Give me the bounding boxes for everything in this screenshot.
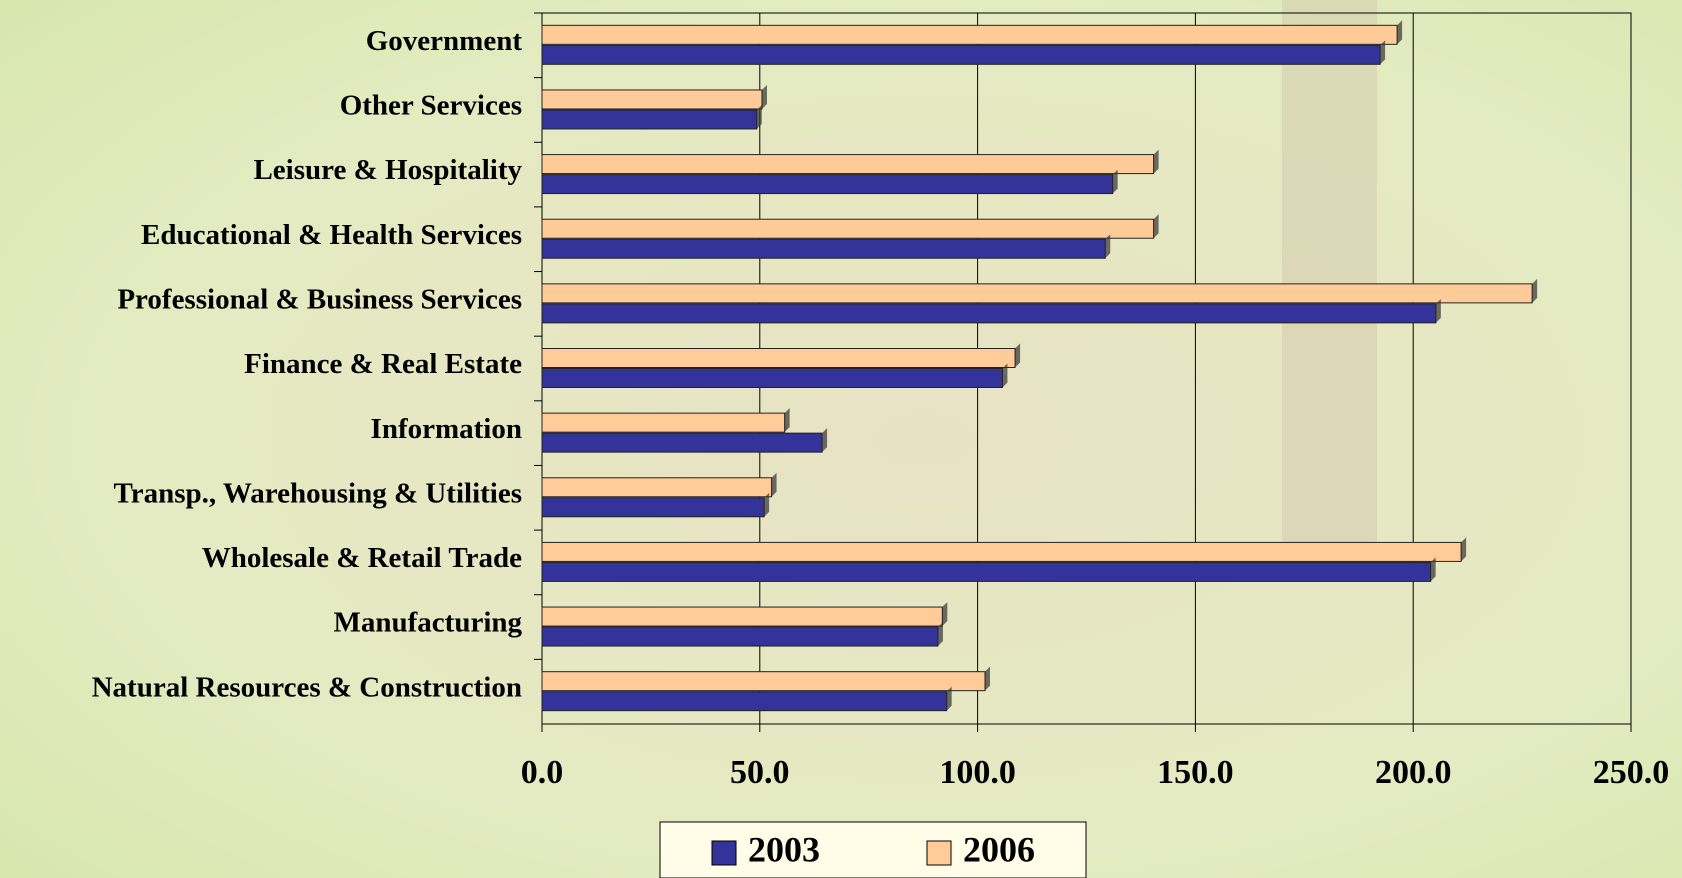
bar bbox=[541, 89, 763, 110]
bar bbox=[541, 561, 1432, 582]
bar bbox=[541, 109, 758, 130]
bar-side bbox=[1430, 557, 1436, 582]
x-tick-label: 0.0 bbox=[521, 754, 564, 791]
bar-side bbox=[946, 686, 952, 711]
bar-side bbox=[764, 492, 770, 517]
bar-side bbox=[1435, 298, 1441, 323]
y-tick-label: Finance & Real Estate bbox=[244, 348, 522, 380]
bar-side bbox=[822, 428, 828, 453]
bar-side bbox=[771, 472, 777, 497]
legend-label: 2003 bbox=[748, 829, 820, 869]
bar bbox=[541, 218, 1155, 239]
tree-trunk bbox=[1282, 0, 1377, 560]
y-tick-label: Information bbox=[371, 413, 522, 445]
bar-side bbox=[1105, 234, 1111, 259]
y-tick-label: Wholesale & Retail Trade bbox=[202, 542, 522, 574]
y-tick-label: Manufacturing bbox=[334, 607, 523, 639]
x-tick-label: 150.0 bbox=[1157, 754, 1234, 791]
bar bbox=[541, 626, 939, 647]
y-tick-label: Natural Resources & Construction bbox=[92, 671, 522, 703]
bar-side bbox=[985, 666, 991, 691]
x-tick-label: 100.0 bbox=[939, 754, 1016, 791]
bar bbox=[541, 412, 786, 433]
x-tick-label: 250.0 bbox=[1593, 754, 1670, 791]
bar-side bbox=[1153, 149, 1159, 174]
bar-side bbox=[1153, 214, 1159, 239]
y-tick-label: Government bbox=[366, 25, 523, 57]
x-tick-label: 200.0 bbox=[1375, 754, 1452, 791]
bar bbox=[541, 477, 773, 498]
bar-side bbox=[1397, 20, 1403, 45]
y-tick-label: Other Services bbox=[340, 90, 522, 122]
x-tick-label: 50.0 bbox=[730, 754, 790, 791]
bar bbox=[541, 671, 986, 692]
bar bbox=[541, 174, 1114, 195]
bar bbox=[541, 432, 823, 453]
y-tick-label: Professional & Business Services bbox=[117, 284, 522, 316]
bar-side bbox=[942, 602, 948, 627]
bar-side bbox=[1380, 40, 1386, 65]
bar bbox=[541, 154, 1155, 175]
y-tick-label: Transp., Warehousing & Utilities bbox=[114, 477, 522, 509]
bar bbox=[541, 44, 1381, 65]
bar bbox=[541, 283, 1533, 304]
y-tick-label: Leisure & Hospitality bbox=[253, 154, 522, 186]
bar-side bbox=[1461, 537, 1467, 562]
y-tick-label: Educational & Health Services bbox=[141, 219, 522, 251]
bar-side bbox=[756, 104, 762, 129]
bar-side bbox=[1112, 169, 1118, 194]
bar bbox=[541, 691, 948, 712]
bar bbox=[541, 348, 1016, 368]
bar-side bbox=[1532, 278, 1538, 303]
legend-swatch bbox=[711, 840, 737, 866]
bar-side bbox=[784, 408, 790, 433]
legend-swatch bbox=[926, 840, 952, 866]
bar bbox=[541, 24, 1398, 45]
bar bbox=[541, 303, 1437, 324]
bar bbox=[541, 368, 1003, 388]
bar bbox=[541, 238, 1106, 259]
bar-side bbox=[1002, 363, 1008, 388]
bar-side bbox=[761, 84, 767, 109]
bar-side bbox=[1015, 343, 1021, 368]
legend-label: 2006 bbox=[963, 829, 1035, 869]
bar-side bbox=[937, 622, 943, 647]
bar bbox=[541, 497, 765, 518]
bar bbox=[541, 541, 1462, 562]
bar bbox=[541, 606, 943, 627]
